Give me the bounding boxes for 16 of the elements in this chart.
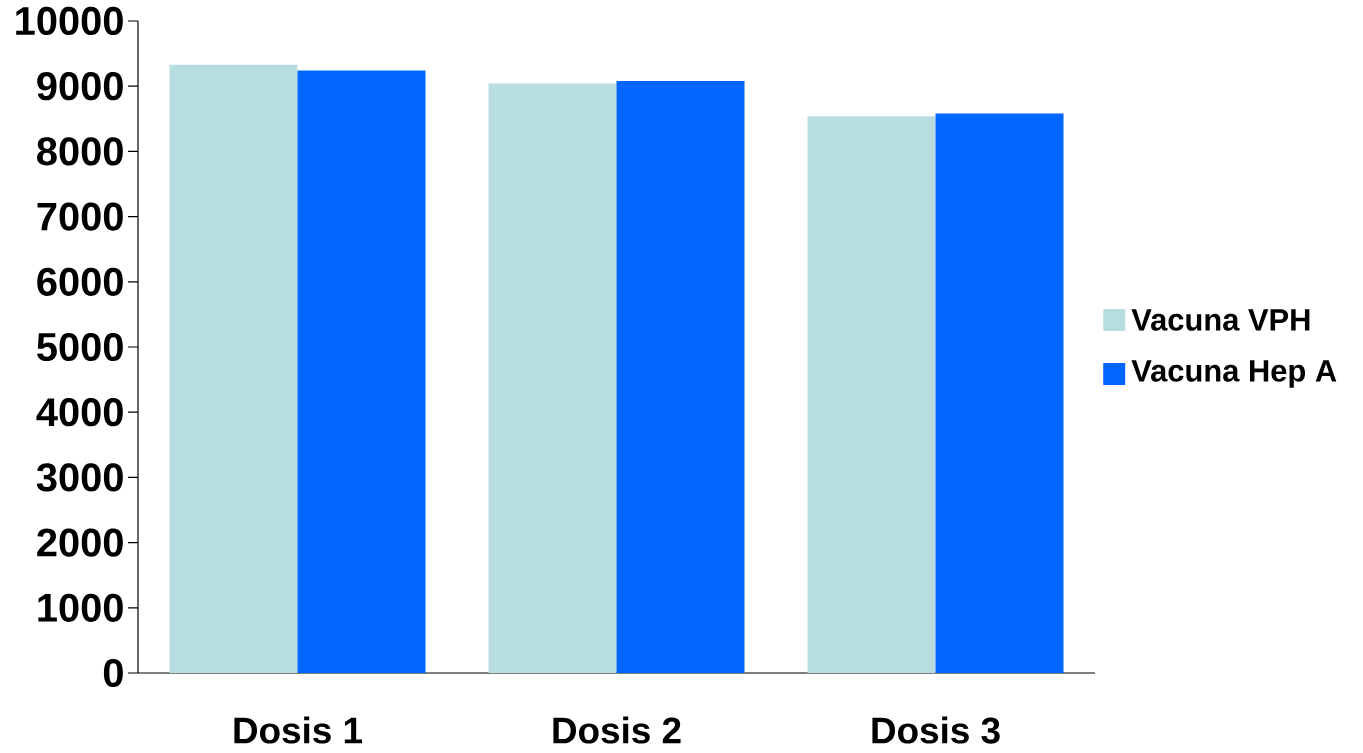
- y-tick-label: 6000: [37, 267, 123, 296]
- x-tick-label: Dosis 2: [553, 716, 681, 744]
- legend-label: Vacuna VPH: [1131, 309, 1310, 331]
- y-tick-label: 0: [103, 658, 123, 688]
- y-tick-label: 7000: [37, 202, 123, 231]
- y-tick-label: 3000: [36, 463, 123, 492]
- y-tick-label: 9000: [37, 72, 123, 101]
- legend-label: Vacuna Hep A: [1131, 360, 1337, 388]
- x-tick-label: Dosis 1: [234, 716, 362, 744]
- y-tick-label: 10000: [16, 6, 123, 36]
- y-tick-label: 8000: [37, 137, 123, 166]
- y-tick-label: 2000: [37, 528, 123, 557]
- y-tick-label: 1000: [38, 593, 123, 622]
- x-tick-label: Dosis 3: [872, 716, 1000, 744]
- y-tick-label: 4000: [36, 398, 123, 427]
- y-tick-label: 5000: [37, 332, 123, 362]
